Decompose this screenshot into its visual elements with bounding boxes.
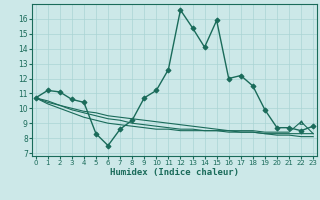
X-axis label: Humidex (Indice chaleur): Humidex (Indice chaleur) [110, 168, 239, 177]
